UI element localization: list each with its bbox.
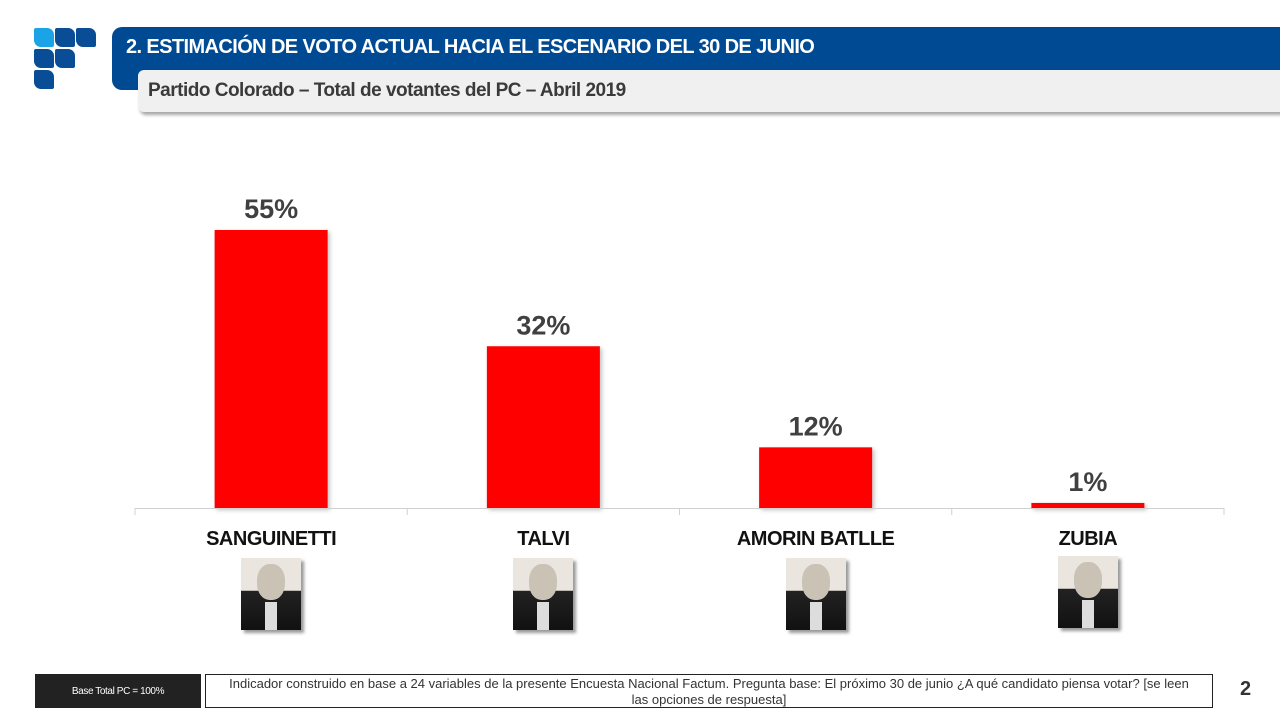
data-label: 1% — [1068, 467, 1107, 497]
page-title: 2. ESTIMACIÓN DE VOTO ACTUAL HACIA EL ES… — [126, 36, 815, 58]
shirt-shape — [537, 602, 550, 630]
data-label: 32% — [516, 310, 570, 340]
category-label: AMORIN BATLLE — [736, 528, 895, 550]
candidate-photo — [1057, 556, 1118, 628]
subtitle-bar — [138, 70, 1280, 112]
face-shape — [257, 564, 286, 600]
bar-amorin-batlle — [759, 447, 873, 508]
factum-logo — [34, 28, 98, 92]
bar-talvi — [486, 346, 600, 508]
category-label: ZUBIA — [1058, 528, 1118, 550]
base-label: Base Total PC = 100% — [35, 674, 201, 708]
face-shape — [1073, 562, 1102, 598]
shirt-shape — [1081, 600, 1094, 628]
data-label: 12% — [789, 411, 843, 441]
category-label: TALVI — [517, 528, 570, 550]
candidate-photo — [513, 558, 574, 630]
shirt-shape — [809, 602, 822, 630]
data-label: 55% — [244, 194, 298, 224]
face-shape — [801, 564, 830, 600]
bar-sanguinetti — [214, 230, 328, 508]
page-number: 2 — [1240, 678, 1252, 700]
methodology-note: Indicador construido en base a 24 variab… — [205, 674, 1213, 708]
shirt-shape — [265, 602, 278, 630]
bar-zubia — [1031, 502, 1145, 508]
page-subtitle: Partido Colorado – Total de votantes del… — [148, 80, 626, 101]
category-label: SANGUINETTI — [206, 528, 337, 550]
candidate-photo — [785, 558, 846, 630]
candidate-photo — [241, 558, 302, 630]
face-shape — [529, 564, 558, 600]
